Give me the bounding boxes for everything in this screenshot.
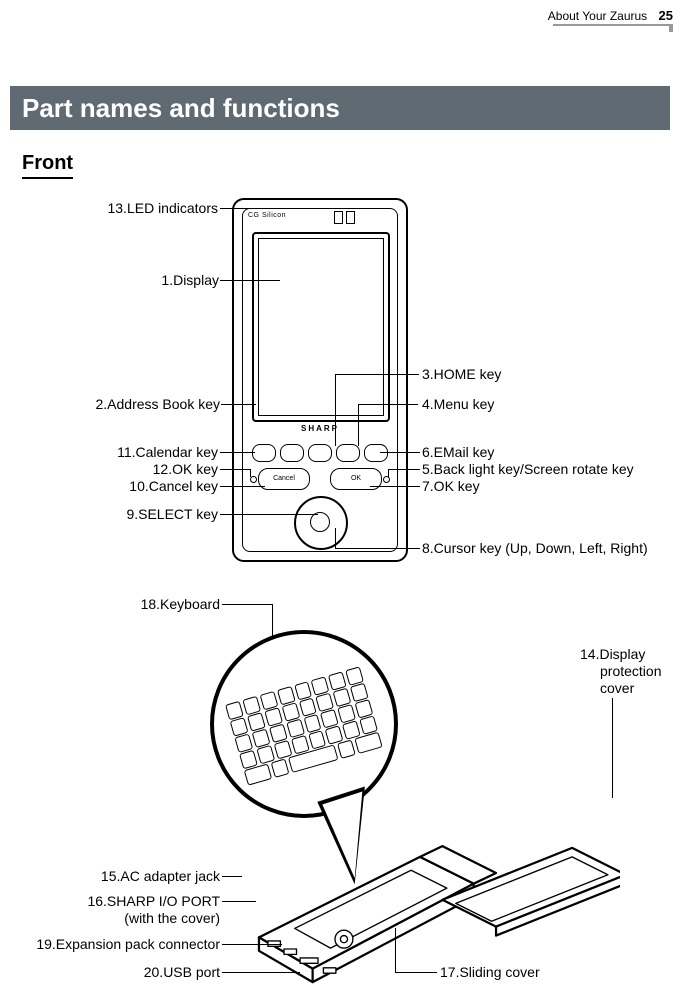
leader-line: [370, 486, 420, 487]
label-13: 13.LED indicators: [88, 200, 218, 216]
leader-line: [222, 901, 256, 902]
leader-line: [221, 404, 256, 405]
keyboard-magnifier: [210, 630, 398, 818]
label-14b: protection: [600, 663, 661, 679]
leader-line: [220, 486, 265, 487]
label-17: 17.Sliding cover: [440, 964, 540, 980]
leader-line: [220, 514, 318, 515]
label-20: 20.USB port: [132, 964, 220, 980]
label-15: 15.AC adapter jack: [86, 868, 220, 884]
label-4: 4.Menu key: [422, 396, 494, 412]
key-row: [252, 444, 386, 462]
leader-line: [612, 698, 613, 798]
led-icon: [346, 211, 355, 224]
calendar-key-icon: [252, 444, 276, 462]
label-14a: 14.Display: [580, 646, 645, 662]
leader-line: [358, 404, 418, 405]
label-11: 11.Calendar key: [110, 444, 218, 460]
ok-dot-icon: [250, 476, 257, 483]
leader-line: [220, 208, 332, 209]
leader-line: [335, 528, 336, 548]
label-16a: 16.SHARP I/O PORT: [72, 893, 220, 909]
label-8: 8.Cursor key (Up, Down, Left, Right): [422, 540, 648, 556]
label-9: 9.SELECT key: [118, 506, 218, 522]
leader-line: [335, 548, 420, 549]
label-1: 1.Display: [155, 272, 219, 288]
email-key-icon: [364, 444, 388, 462]
leader-line: [222, 604, 272, 605]
label-3: 3.HOME key: [422, 366, 501, 382]
home-key-icon: [308, 444, 332, 462]
leader-line: [220, 469, 250, 470]
label-10: 10.Cancel key: [120, 478, 218, 494]
leader-line: [380, 452, 420, 453]
leader-line: [220, 452, 255, 453]
menu-key-icon: [336, 444, 360, 462]
leader-line: [395, 972, 437, 973]
page-title: Part names and functions: [10, 86, 670, 130]
label-7: 7.OK key: [422, 478, 480, 494]
leader-line: [335, 374, 419, 375]
page: About Your Zaurus 25 Part names and func…: [0, 0, 693, 1006]
led-icon: [334, 211, 343, 224]
device-logo: SHARP: [234, 424, 406, 433]
leader-line: [250, 469, 251, 477]
section-heading: Front: [22, 152, 73, 179]
leader-line: [222, 944, 282, 945]
device-brand: CG Silicon: [248, 212, 286, 219]
page-number: 25: [659, 8, 673, 23]
leader-line: [388, 469, 389, 477]
leader-line: [222, 876, 242, 877]
running-header: About Your Zaurus 25: [548, 8, 673, 23]
address-key-icon: [280, 444, 304, 462]
label-6: 6.EMail key: [422, 444, 494, 460]
label-5: 5.Back light key/Screen rotate key: [422, 461, 634, 477]
label-16b: (with the cover): [112, 910, 220, 926]
device-screen: [252, 232, 390, 422]
backlight-dot-icon: [383, 476, 390, 483]
device-front-figure: CG Silicon SHARP Cancel OK: [232, 198, 408, 562]
cursor-key-icon: [294, 496, 348, 550]
label-14c: cover: [600, 680, 634, 696]
header-section: About Your Zaurus: [548, 9, 647, 23]
cancel-key: Cancel: [258, 468, 310, 490]
label-18: 18.Keyboard: [134, 596, 220, 612]
label-12: 12.OK key: [146, 461, 218, 477]
leader-line: [395, 928, 396, 972]
device-open-figure: [180, 620, 620, 980]
leader-line: [335, 374, 336, 446]
label-19: 19.Expansion pack connector: [20, 936, 220, 952]
leader-line: [388, 469, 420, 470]
leader-line: [358, 404, 359, 446]
header-rule: [553, 24, 673, 26]
leader-line: [222, 972, 300, 973]
softkey-row: Cancel OK: [252, 468, 386, 490]
leader-line: [220, 280, 280, 281]
device-iso-icon: [220, 830, 620, 1000]
label-2: 2.Address Book key: [80, 396, 220, 412]
